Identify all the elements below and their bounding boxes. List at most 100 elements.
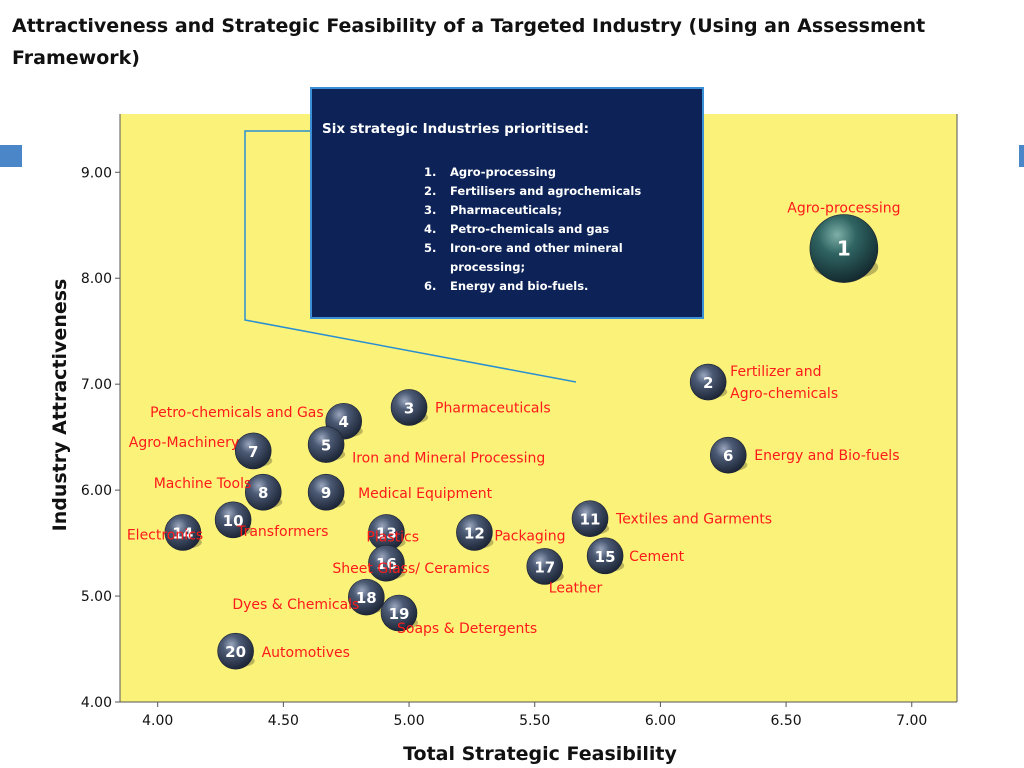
y-tick-label: 8.00 xyxy=(81,271,112,287)
point-label: Electronics xyxy=(127,527,203,543)
data-point-6: 6 Energy and Bio-fuels xyxy=(709,436,900,474)
data-point-3: 3 Pharmaceuticals xyxy=(390,389,551,426)
bubble xyxy=(244,473,282,511)
point-label: Medical Equipment xyxy=(358,486,493,502)
y-tick-label: 9.00 xyxy=(81,165,112,181)
priority-item-text: Fertilisers and agrochemicals xyxy=(450,184,642,198)
x-tick-label: 6.00 xyxy=(645,713,676,729)
bubble-number: 5 xyxy=(321,437,331,455)
bubble xyxy=(571,500,609,538)
point-label: Pharmaceuticals xyxy=(435,400,551,416)
priority-item-text: Petro-chemicals and gas xyxy=(450,222,610,236)
bubble xyxy=(526,548,564,585)
y-axis-label: Industry Attractiveness xyxy=(49,279,71,532)
axes: 4.00 4.50 5.00 5.50 6.00 6.50 7.00 4.00 5.00 6.00… xyxy=(81,114,958,729)
bubble xyxy=(709,436,747,474)
point-label: Textiles and Garments xyxy=(615,512,772,528)
priority-item-number: 3. xyxy=(424,203,437,217)
data-point-7: 7 Agro-Machinery xyxy=(129,432,273,470)
point-label: Leather xyxy=(549,580,603,596)
bubble-number: 14 xyxy=(172,524,193,542)
bubble-number: 1 xyxy=(837,237,851,261)
bubble xyxy=(586,537,624,575)
callout-connector xyxy=(244,130,577,383)
y-tick-label: 7.00 xyxy=(81,377,112,393)
data-point-9: 9 Medical Equipment xyxy=(307,473,493,511)
data-point-12: 12 Packaging xyxy=(456,514,565,551)
x-tick-label: 6.50 xyxy=(770,713,801,729)
point-label: Dyes & Chemicals xyxy=(232,597,359,613)
x-tick-label: 5.50 xyxy=(519,713,550,729)
priority-item-text: Energy and bio-fuels. xyxy=(450,279,589,293)
accent-square-left xyxy=(0,145,22,167)
data-point-1: 1 Agro-processing xyxy=(787,201,901,283)
data-point-15: 15 Cement xyxy=(586,537,685,575)
x-tick-label: 4.50 xyxy=(268,713,299,729)
point-label: Agro-processing xyxy=(787,201,900,217)
bubble-number: 13 xyxy=(376,524,397,542)
x-tick-label: 4.00 xyxy=(142,713,173,729)
point-label: Automotives xyxy=(262,645,350,661)
bubble-number: 7 xyxy=(248,443,258,461)
x-tick-label: 7.00 xyxy=(896,713,927,729)
bubble-number: 4 xyxy=(338,413,348,431)
point-label: Plastics xyxy=(366,529,419,545)
priority-item: 1. Agro-processing xyxy=(424,163,650,182)
point-label: Machine Tools xyxy=(154,476,252,492)
x-tick-label: 5.00 xyxy=(393,713,424,729)
data-point-4: 4 Petro-chemicals and Gas xyxy=(150,402,363,440)
bubble xyxy=(390,389,428,426)
point-label: Petro-chemicals and Gas xyxy=(150,405,324,421)
data-point-17: 17 Leather xyxy=(526,548,603,596)
point-label: Iron and Mineral Processing xyxy=(352,451,545,467)
bubble-number: 8 xyxy=(258,484,268,502)
x-axis-label: Total Strategic Feasibility xyxy=(403,743,677,765)
priority-item: 3. Pharmaceuticals; xyxy=(424,201,650,220)
accent-square-right xyxy=(1019,145,1024,167)
point-label: Fertilizer and Agro-chemicals xyxy=(730,364,838,402)
bubble-number: 11 xyxy=(580,511,601,529)
data-points: 1 Agro-processing 2 Fertilizer and Agro-chem… xyxy=(127,201,901,670)
slide-title: Attractiveness and Strategic Feasibility… xyxy=(12,15,926,69)
bubble-number: 12 xyxy=(464,524,485,542)
priority-item: 4. Petro-chemicals and gas xyxy=(424,220,650,239)
bubble-number: 6 xyxy=(723,447,733,465)
priority-item-number: 4. xyxy=(424,222,437,236)
bubble xyxy=(456,514,493,551)
bubble-number: 16 xyxy=(376,555,397,573)
bubble xyxy=(307,473,345,511)
priority-item-number: 2. xyxy=(424,184,437,198)
data-point-5: 5 Iron and Mineral Processing xyxy=(307,426,545,467)
bubble-number: 2 xyxy=(703,374,713,392)
bubble xyxy=(217,632,254,670)
callout-connector-line xyxy=(244,130,577,383)
bubble xyxy=(689,363,727,401)
priority-callout-box: Six strategic Industries prioritised: 1.… xyxy=(310,87,704,319)
y-tick-label: 5.00 xyxy=(81,589,112,605)
point-label: Agro-Machinery xyxy=(129,435,239,451)
bubble-number: 18 xyxy=(356,589,377,607)
data-point-8: 8 Machine Tools xyxy=(154,473,283,511)
point-label: Cement xyxy=(629,549,685,565)
priority-item-number: 1. xyxy=(424,165,437,179)
data-point-20: 20 Automotives xyxy=(217,632,350,670)
priority-item-text: Pharmaceuticals; xyxy=(450,203,562,217)
bubble xyxy=(307,426,345,463)
bubble-number: 9 xyxy=(321,484,331,502)
bubble xyxy=(368,544,405,582)
point-label: Energy and Bio-fuels xyxy=(754,448,899,464)
bubble-number: 3 xyxy=(404,399,414,417)
y-tick-label: 6.00 xyxy=(81,483,112,499)
bubble xyxy=(214,501,252,539)
priority-item-number: 5. xyxy=(424,241,437,255)
bubble xyxy=(234,432,272,470)
point-label: Sheet Glass/ Ceramics xyxy=(332,561,489,577)
priority-item-text: Iron-ore and other mineral processing; xyxy=(450,241,623,274)
data-point-2: 2 Fertilizer and Agro-chemicals xyxy=(689,363,838,402)
priority-list: 1. Agro-processing 2. Fertilisers and agro… xyxy=(424,163,650,296)
point-label: Soaps & Detergents xyxy=(397,621,537,637)
